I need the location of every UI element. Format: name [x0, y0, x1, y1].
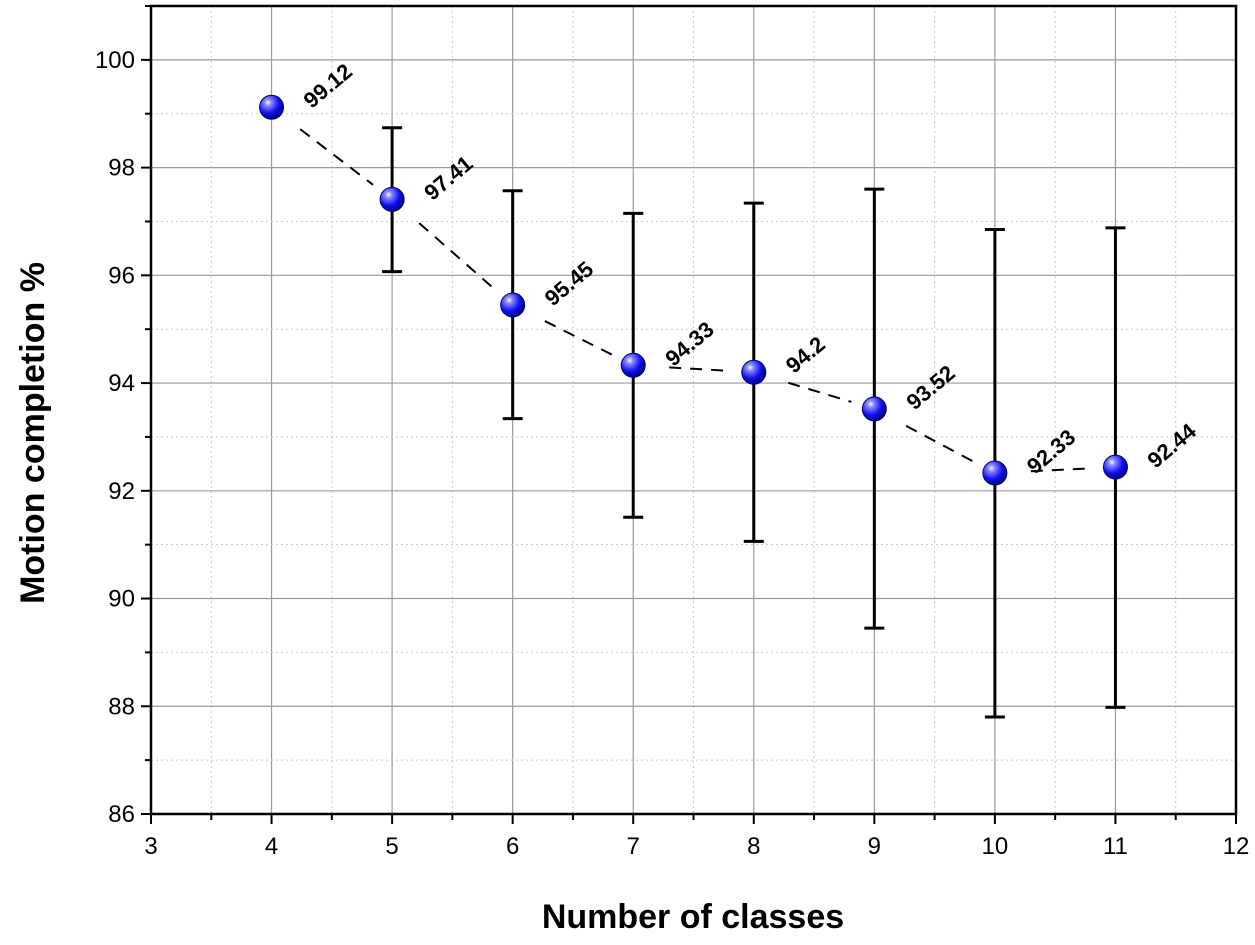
- data-point: [982, 460, 1008, 486]
- series-line-segment: [905, 424, 975, 463]
- y-tick-label: 98: [108, 155, 135, 182]
- series-line-segment: [299, 128, 374, 186]
- x-tick-label: 8: [747, 833, 760, 860]
- data-point: [741, 359, 767, 385]
- y-tick-label: 100: [95, 47, 135, 74]
- data-label: 94.2: [781, 331, 830, 378]
- data-point: [500, 292, 526, 318]
- x-tick-label: 5: [385, 833, 398, 860]
- x-tick-label: 9: [868, 833, 881, 860]
- series-line-segment: [1030, 467, 1092, 473]
- grid: [151, 5, 1236, 814]
- x-axis-title: Number of classes: [542, 898, 844, 936]
- data-label: 92.44: [1143, 418, 1202, 473]
- y-tick-label: 96: [108, 262, 135, 289]
- x-tick-label: 6: [506, 833, 519, 860]
- data-label: 99.12: [299, 59, 357, 114]
- x-tick-label: 11: [1103, 833, 1128, 860]
- y-tick-label: 86: [108, 801, 135, 828]
- axes: 3 4 5 6 7 8 9 10 11 12 86 88 90 92 94 96 98 100: [95, 4, 1250, 860]
- data-label: 92.33: [1022, 424, 1080, 479]
- data-point: [379, 186, 405, 212]
- x-tick-label: 12: [1223, 833, 1250, 860]
- data-label: 94.33: [660, 317, 718, 372]
- y-axis-title: Motion completion %: [14, 262, 52, 604]
- data-label: 95.45: [540, 256, 598, 311]
- x-tick-label: 10: [982, 833, 1009, 860]
- y-tick-label: 94: [108, 370, 135, 397]
- series-line-segment: [787, 381, 852, 403]
- data-point: [861, 396, 887, 422]
- x-tick-label: 3: [144, 833, 157, 860]
- y-tick-label: 88: [108, 693, 135, 720]
- data-point: [1102, 454, 1128, 480]
- data-point: [620, 352, 646, 378]
- series-line-segment: [418, 222, 496, 290]
- x-tick-label: 4: [265, 833, 278, 860]
- y-tick-label: 90: [108, 586, 135, 613]
- series-line-segment: [669, 366, 730, 372]
- data-labels: 99.12 97.41 95.45 94.33 94.2 93.52 92.33 92.44: [299, 59, 1202, 479]
- data-markers: [259, 94, 1128, 486]
- data-point: [259, 94, 285, 120]
- series-line: [299, 128, 1092, 473]
- data-label: 93.52: [901, 360, 959, 415]
- x-tick-label: 7: [627, 833, 640, 860]
- series-line-segment: [544, 320, 613, 356]
- data-label: 97.41: [419, 151, 477, 206]
- y-tick-label: 92: [108, 478, 135, 505]
